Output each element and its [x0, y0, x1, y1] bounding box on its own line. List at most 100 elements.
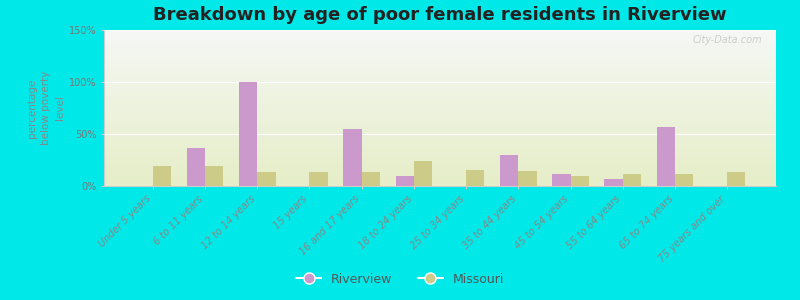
Bar: [104, 150, 776, 151]
Bar: [343, 129, 362, 186]
Bar: [104, 42, 776, 43]
Bar: [104, 66, 776, 67]
Bar: [104, 49, 776, 50]
Bar: [570, 176, 589, 186]
Bar: [310, 172, 328, 186]
Bar: [104, 161, 776, 162]
Bar: [104, 32, 776, 33]
Bar: [104, 90, 776, 91]
Bar: [104, 37, 776, 38]
Bar: [104, 164, 776, 165]
Bar: [104, 165, 776, 166]
Bar: [104, 156, 776, 157]
Bar: [104, 139, 776, 140]
Bar: [104, 160, 776, 161]
Bar: [104, 114, 776, 115]
Bar: [153, 166, 171, 186]
Bar: [104, 107, 776, 108]
Bar: [104, 54, 776, 55]
Bar: [727, 172, 746, 186]
Bar: [104, 72, 776, 73]
Bar: [104, 120, 776, 121]
Bar: [104, 149, 776, 150]
Bar: [104, 70, 776, 71]
Bar: [104, 153, 776, 154]
Bar: [104, 48, 776, 49]
Bar: [104, 124, 776, 125]
Bar: [104, 116, 776, 117]
Bar: [104, 146, 776, 147]
Bar: [104, 77, 776, 78]
Bar: [104, 73, 776, 74]
Bar: [104, 125, 776, 126]
Bar: [500, 155, 518, 186]
Bar: [104, 56, 776, 57]
Bar: [104, 138, 776, 139]
Bar: [104, 35, 776, 36]
Bar: [104, 104, 776, 105]
Bar: [104, 113, 776, 114]
Bar: [104, 179, 776, 180]
Bar: [466, 170, 484, 186]
Bar: [104, 166, 776, 167]
Bar: [104, 57, 776, 58]
Bar: [104, 137, 776, 138]
Bar: [104, 87, 776, 88]
Text: City-Data.com: City-Data.com: [693, 35, 762, 45]
Bar: [104, 141, 776, 142]
Bar: [657, 127, 675, 186]
Bar: [104, 184, 776, 185]
Bar: [104, 46, 776, 47]
Bar: [104, 92, 776, 93]
Bar: [104, 129, 776, 130]
Bar: [104, 47, 776, 48]
Bar: [104, 76, 776, 77]
Bar: [104, 118, 776, 119]
Bar: [104, 53, 776, 54]
Bar: [104, 36, 776, 37]
Bar: [622, 173, 641, 186]
Bar: [104, 175, 776, 176]
Bar: [104, 167, 776, 168]
Bar: [104, 144, 776, 145]
Bar: [104, 117, 776, 118]
Bar: [104, 136, 776, 137]
Bar: [104, 52, 776, 53]
Bar: [104, 119, 776, 120]
Bar: [104, 95, 776, 96]
Bar: [104, 158, 776, 159]
Bar: [104, 157, 776, 158]
Bar: [104, 79, 776, 80]
Bar: [104, 84, 776, 85]
Bar: [104, 163, 776, 164]
Bar: [104, 96, 776, 97]
Bar: [104, 148, 776, 149]
Bar: [104, 30, 776, 31]
Bar: [104, 102, 776, 103]
Bar: [104, 74, 776, 75]
Bar: [104, 154, 776, 155]
Bar: [104, 67, 776, 68]
Bar: [104, 143, 776, 144]
Bar: [104, 112, 776, 113]
Bar: [104, 126, 776, 127]
Bar: [104, 75, 776, 76]
Bar: [104, 121, 776, 122]
Title: Breakdown by age of poor female residents in Riverview: Breakdown by age of poor female resident…: [153, 6, 727, 24]
Bar: [104, 152, 776, 153]
Bar: [104, 99, 776, 100]
Bar: [104, 128, 776, 129]
Bar: [104, 43, 776, 44]
Bar: [104, 172, 776, 173]
Bar: [104, 183, 776, 184]
Bar: [104, 105, 776, 106]
Y-axis label: percentage
below poverty
level: percentage below poverty level: [26, 71, 65, 145]
Bar: [104, 155, 776, 156]
Bar: [104, 108, 776, 109]
Bar: [186, 148, 205, 186]
Bar: [104, 123, 776, 124]
Bar: [258, 172, 275, 186]
Bar: [104, 174, 776, 175]
Bar: [104, 176, 776, 177]
Bar: [104, 64, 776, 65]
